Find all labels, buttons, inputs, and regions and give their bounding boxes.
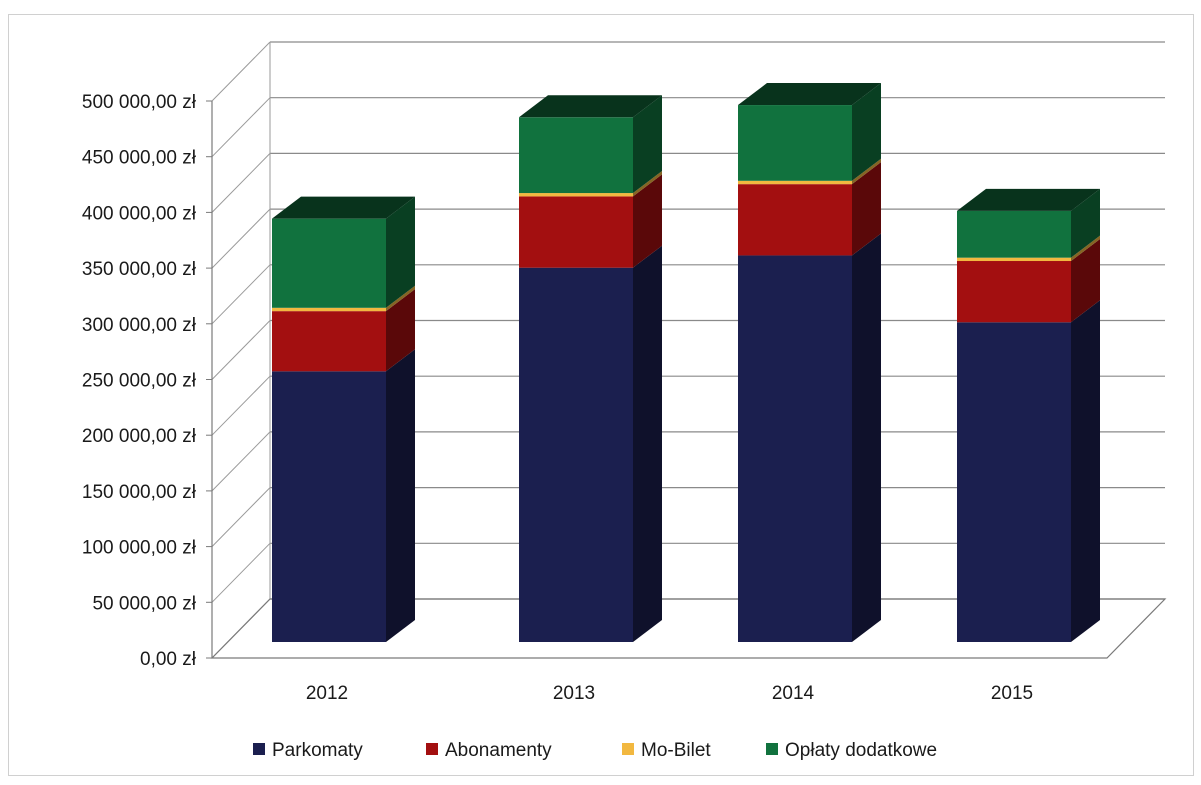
x-tick-label: 2013 [553,683,595,704]
side-wall-gridline [211,97,271,158]
side-wall-gridline [211,487,271,547]
side-wall-gridline [211,208,271,269]
bar-segment-parkomaty-2012 [272,371,386,642]
bar-segment-abonamenty-2014 [738,184,852,256]
legend-label: Parkomaty [272,740,363,761]
bar-side-op-aty-dodatkowe-2014 [852,83,881,181]
bar-side-abonamenty-2014 [852,162,881,256]
x-tick-label: 2015 [991,683,1033,704]
bar-side-parkomaty-2012 [386,349,415,642]
bar-side-abonamenty-2012 [386,289,415,372]
bar-segment-abonamenty-2013 [519,196,633,268]
bar-side-abonamenty-2013 [633,174,662,268]
side-wall-gridline [211,320,271,380]
chart-floor [210,598,1167,659]
bar-top-2013 [519,95,662,118]
bar-side-mo-bilet-2015 [1071,235,1100,262]
side-wall-gridline [211,41,271,102]
bar-segment-op-aty-dodatkowe-2013 [519,117,633,194]
x-tick-label: 2014 [772,683,815,704]
bar-segment-mo-bilet-2013 [519,193,633,197]
bar-segment-parkomaty-2013 [519,267,633,642]
y-tick-label: 0,00 zł [140,649,197,670]
bar-side-mo-bilet-2012 [386,285,415,312]
bar-segment-abonamenty-2012 [272,311,386,372]
y-tick-label: 500 000,00 zł [82,92,197,113]
bar-side-op-aty-dodatkowe-2015 [1071,188,1100,258]
bar-top-2014 [738,83,881,106]
bar-segment-mo-bilet-2014 [738,180,852,185]
bar-side-mo-bilet-2014 [852,158,881,185]
bar-side-mo-bilet-2013 [633,171,662,197]
x-tick-label: 2012 [306,683,348,704]
legend-label: Opłaty dodatkowe [785,740,937,761]
y-tick-label: 450 000,00 zł [82,148,197,169]
y-tick-label: 50 000,00 zł [92,593,196,614]
legend-swatch [426,743,438,755]
y-tick-label: 150 000,00 zł [82,482,197,503]
bar-side-abonamenty-2015 [1071,239,1100,323]
side-wall-gridline [211,153,271,213]
bar-side-parkomaty-2014 [852,233,881,642]
bar-side-op-aty-dodatkowe-2012 [386,196,415,308]
legend-label: Abonamenty [445,740,552,761]
bar-segment-op-aty-dodatkowe-2012 [272,218,386,308]
legend-swatch [766,743,778,755]
y-tick-label: 100 000,00 zł [82,538,197,559]
bar-segment-mo-bilet-2015 [957,257,1071,262]
side-wall-gridline [211,431,271,492]
y-tick-label: 350 000,00 zł [82,259,197,280]
bar-top-2012 [272,196,415,219]
chart-frame [8,14,1194,776]
side-wall-gridline [211,542,271,603]
y-tick-label: 200 000,00 zł [82,426,197,447]
bar-side-parkomaty-2015 [1071,300,1100,642]
bar-segment-mo-bilet-2012 [272,307,386,312]
legend-swatch [253,743,265,755]
bar-side-parkomaty-2013 [633,245,662,643]
side-wall-gridline [211,375,271,436]
y-tick-label: 300 000,00 zł [82,315,197,336]
legend-swatch [622,743,634,755]
bar-segment-op-aty-dodatkowe-2014 [738,105,852,181]
bar-top-2015 [957,188,1100,211]
bar-segment-abonamenty-2015 [957,261,1071,323]
bar-segment-op-aty-dodatkowe-2015 [957,210,1071,258]
bar-side-op-aty-dodatkowe-2013 [633,95,662,194]
bar-segment-parkomaty-2015 [957,322,1071,642]
legend-label: Mo-Bilet [641,740,711,761]
y-tick-label: 400 000,00 zł [82,203,197,224]
side-wall-gridline [211,264,271,325]
y-tick-label: 250 000,00 zł [82,371,197,392]
bar-segment-parkomaty-2014 [738,255,852,642]
